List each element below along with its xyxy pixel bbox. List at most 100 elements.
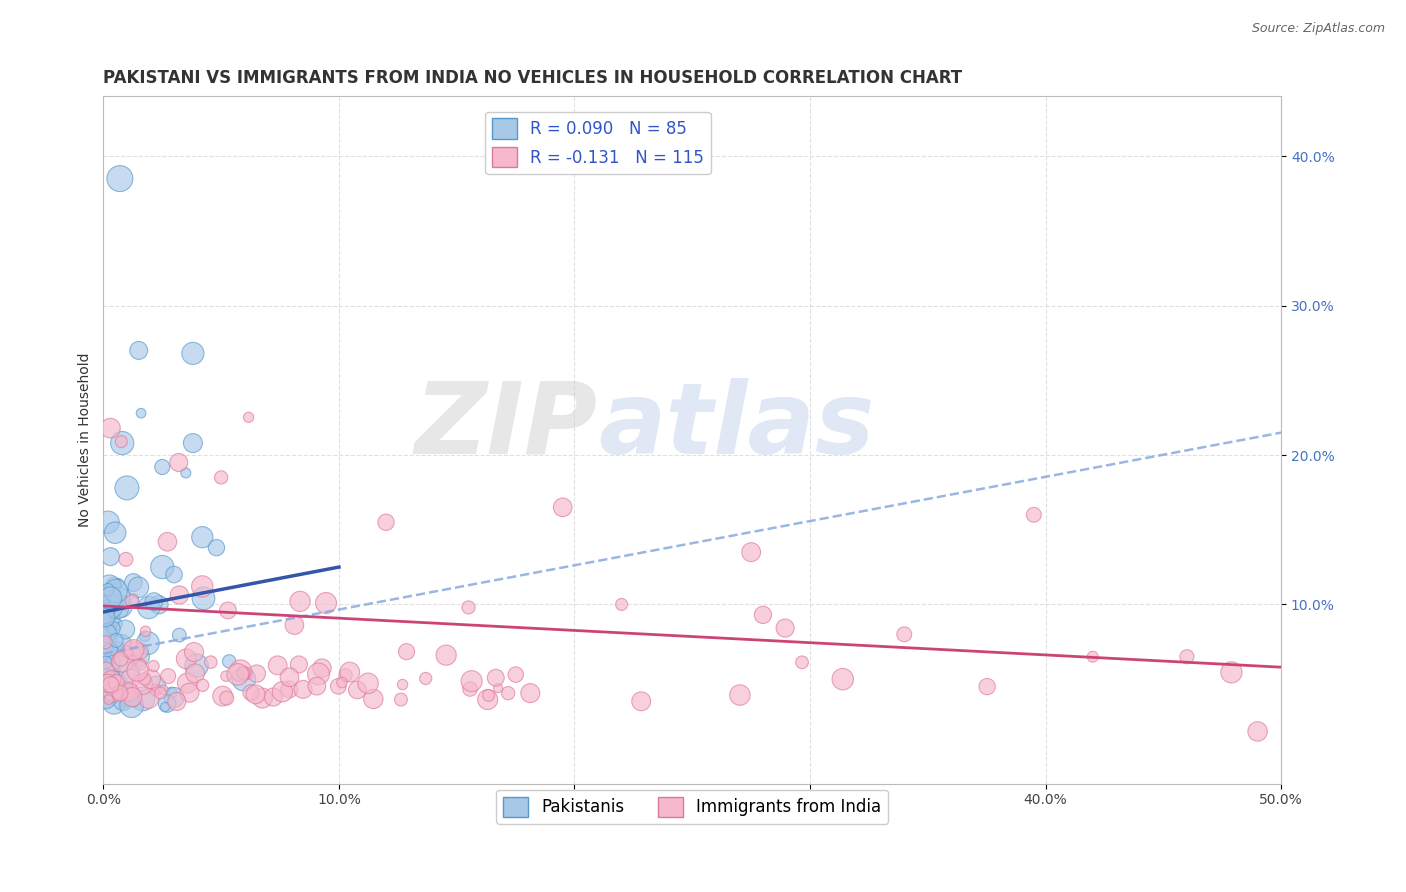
Point [120,672,142,686]
Point [346,682,368,697]
Point [330,675,353,690]
Point [94,610,117,624]
Point [186,658,208,673]
Point [128,343,150,358]
Point [457,600,479,615]
Point [97,515,120,529]
Point [94,668,117,682]
Point [363,692,385,706]
Point [134,629,156,643]
Point [740,545,762,559]
Point [278,670,301,684]
Point [610,598,633,612]
Point [1022,508,1045,522]
Point [292,682,315,697]
Point [108,686,131,700]
Point [1246,724,1268,739]
Point [127,580,149,594]
Point [156,534,179,549]
Point [163,690,186,705]
Point [94,684,117,698]
Point [94,621,117,635]
Point [110,638,132,652]
Point [97,676,120,690]
Point [129,406,152,420]
Point [486,681,509,695]
Point [103,696,125,710]
Point [96,673,118,687]
Point [209,470,232,484]
Point [200,655,222,669]
Point [110,652,132,666]
Point [191,678,214,692]
Point [148,598,170,612]
Point [315,596,337,610]
Point [145,678,167,692]
Point [115,686,138,700]
Point [114,681,136,696]
Point [181,346,204,360]
Point [115,552,138,566]
Point [485,671,508,685]
Point [389,692,412,706]
Point [139,672,162,686]
Point [110,687,132,701]
Point [114,623,136,637]
Point [134,672,156,686]
Point [114,693,136,707]
Point [391,677,413,691]
Point [262,690,284,704]
Point [122,642,145,657]
Point [288,594,311,608]
Point [477,692,499,706]
Point [122,575,145,590]
Point [105,675,128,690]
Point [434,648,457,662]
Point [101,685,124,699]
Point [478,689,501,703]
Point [238,410,260,425]
Point [142,594,165,608]
Point [111,654,134,668]
Point [232,672,254,686]
Point [149,686,172,700]
Point [217,603,239,617]
Point [97,692,120,706]
Point [167,455,190,469]
Point [122,648,145,663]
Point [108,602,131,616]
Point [100,421,122,435]
Point [96,613,118,627]
Point [129,644,152,658]
Point [94,607,117,622]
Point [152,682,174,697]
Point [121,594,143,608]
Point [103,577,125,591]
Point [132,692,155,706]
Point [278,682,301,697]
Point [118,665,141,679]
Point [311,661,333,675]
Point [551,500,574,515]
Point [328,679,350,693]
Point [138,691,160,706]
Point [94,691,117,706]
Point [752,607,775,622]
Point [100,549,122,564]
Point [122,592,145,607]
Point [145,683,167,698]
Point [790,656,813,670]
Point [305,679,328,693]
Point [505,667,527,681]
Point [229,664,252,678]
Text: Source: ZipAtlas.com: Source: ZipAtlas.com [1251,22,1385,36]
Point [94,612,117,626]
Point [115,685,138,699]
Point [100,599,122,614]
Point [96,643,118,657]
Point [166,694,188,708]
Point [108,171,131,186]
Point [122,696,145,710]
Point [239,685,262,699]
Point [94,640,117,655]
